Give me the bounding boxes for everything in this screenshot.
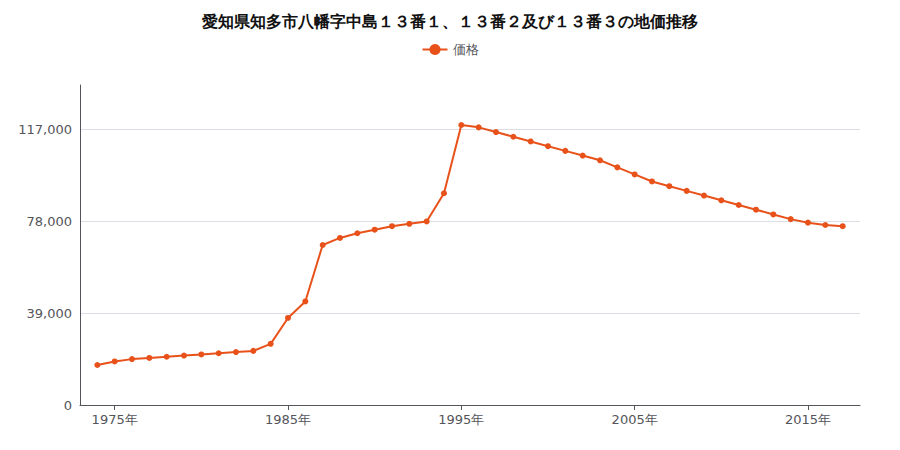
svg-text:78,000: 78,000: [27, 214, 73, 229]
svg-text:0: 0: [64, 398, 72, 413]
svg-text:1995年: 1995年: [438, 412, 484, 427]
svg-text:117,000: 117,000: [18, 122, 72, 137]
svg-text:価格: 価格: [453, 42, 479, 57]
svg-text:2015年: 2015年: [785, 412, 831, 427]
svg-text:1975年: 1975年: [92, 412, 138, 427]
svg-text:愛知県知多市八幡字中島１３番１、１３番２及び１３番３の地価推: 愛知県知多市八幡字中島１３番１、１３番２及び１３番３の地価推移: [202, 12, 698, 31]
svg-text:2005年: 2005年: [612, 412, 658, 427]
svg-text:39,000: 39,000: [27, 306, 73, 321]
svg-text:1985年: 1985年: [265, 412, 311, 427]
